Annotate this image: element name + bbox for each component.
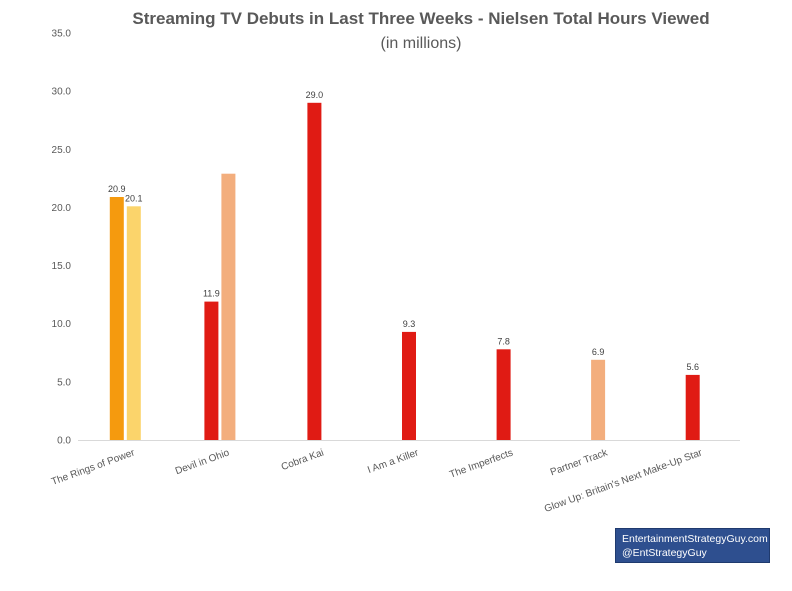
data-label: 6.9 <box>592 347 605 357</box>
chart-title: Streaming TV Debuts in Last Three Weeks … <box>132 9 709 28</box>
bar <box>126 206 141 440</box>
data-label: 5.6 <box>686 362 699 372</box>
credit-website: EntertainmentStrategyGuy.com <box>622 533 768 545</box>
x-tick-label: Glow Up: Britain's Next Make-Up Star <box>543 447 704 515</box>
x-tick-label: Partner Track <box>549 447 610 478</box>
y-tick-label: 15.0 <box>52 261 72 272</box>
x-tick-label: The Imperfects <box>448 447 514 480</box>
x-axis: The Rings of Power Devil in Ohio Cobra Kai… <box>50 440 740 515</box>
x-tick-label: Devil in Ohio <box>174 447 231 477</box>
bar <box>221 173 236 440</box>
bar <box>109 197 124 440</box>
chart-subtitle: (in millions) <box>381 35 462 52</box>
y-axis: 0.0 5.0 10.0 15.0 20.0 25.0 30.0 35.0 <box>52 29 72 447</box>
data-label: 7.8 <box>497 336 510 346</box>
bar <box>307 102 322 441</box>
credit-box: EntertainmentStrategyGuy.com @EntStrateg… <box>615 528 770 563</box>
y-tick-label: 5.0 <box>57 377 71 388</box>
bar <box>591 359 606 440</box>
bars: 20.920.1 11.9 29.0 9.3 7.8 6.9 5.6 <box>108 90 700 441</box>
bar <box>402 331 416 440</box>
y-tick-label: 0.0 <box>57 436 71 447</box>
bar <box>685 374 700 440</box>
y-tick-label: 30.0 <box>52 87 72 98</box>
bar <box>204 301 219 440</box>
data-label: 29.0 <box>306 90 324 100</box>
data-label: 20.9 <box>108 184 126 194</box>
y-tick-label: 10.0 <box>52 319 72 330</box>
y-tick-label: 25.0 <box>52 145 72 156</box>
x-tick-label: Cobra Kai <box>280 447 326 473</box>
y-tick-label: 20.0 <box>52 203 72 214</box>
credit-handle: @EntStrategyGuy <box>622 547 707 559</box>
y-tick-label: 35.0 <box>52 29 72 40</box>
data-label: 9.3 <box>403 319 416 329</box>
data-label: 11.9 <box>203 289 220 299</box>
x-tick-label: The Rings of Power <box>50 447 137 488</box>
x-tick-label: I Am a Killer <box>366 447 421 476</box>
bar <box>496 349 511 440</box>
data-label: 20.1 <box>125 193 143 203</box>
